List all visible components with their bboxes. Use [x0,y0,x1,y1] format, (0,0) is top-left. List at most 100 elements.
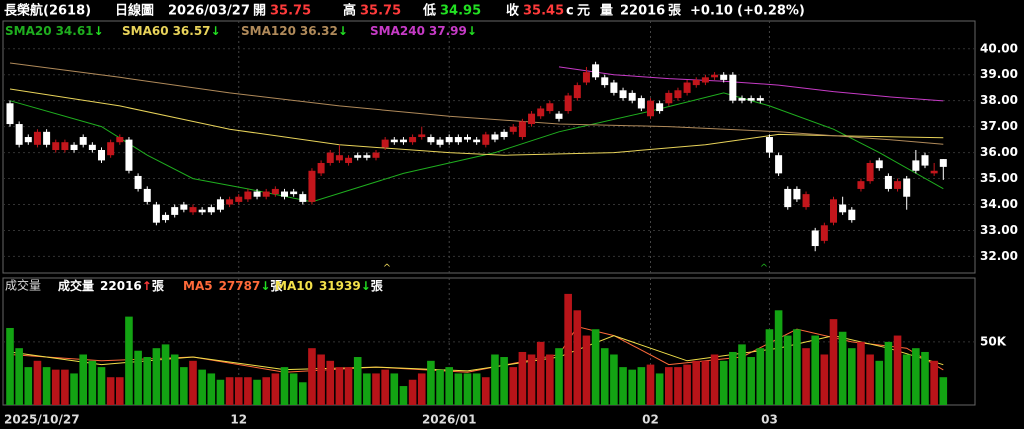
candle-body [98,150,105,161]
volume-bar [363,373,371,405]
volume-bar [125,316,133,405]
volume-bar [930,360,938,405]
volume-bar [582,335,591,405]
volume-legend: 成交量 22016↑張 [58,278,165,293]
volume-bar [600,348,609,405]
header-text: 35.75 [270,4,311,19]
volume-bar [289,373,298,405]
candle-body [939,159,947,167]
candle-body [226,199,234,205]
candle-body [262,191,270,197]
candle-body [381,139,389,148]
header-text: 日線圖 [115,3,154,19]
candle-body [765,137,773,153]
candle-body [171,207,179,215]
candle-body [235,196,243,202]
volume-bar [738,344,746,405]
candle-body [180,204,188,210]
candle-body [116,137,124,143]
volume-bar [143,357,152,405]
volume-bar [299,382,307,405]
volume-bar [857,341,865,405]
volume-bar [518,351,527,405]
candle-body [464,137,471,140]
candle-body [839,204,847,213]
y-tick-label: 37.00 [980,119,1018,133]
volume-bar [573,310,582,405]
volume-bar [454,373,463,405]
volume-bar [427,360,435,405]
header-text: 低 [422,3,436,19]
volume-bar [701,360,710,405]
volume-bar [619,367,627,405]
header-text: 張 [668,4,682,19]
candle-body [582,72,590,83]
candle-body [299,194,307,202]
volume-bar [198,369,206,405]
legend-trend: ↓ [94,24,104,38]
header-text: 高 [343,3,356,19]
volume-bar [683,364,691,405]
legend-name: MA10 [275,279,313,293]
volume-bar [79,354,87,405]
header-text: c [566,4,574,19]
candle-body [683,82,691,93]
volume-bar [24,367,33,405]
volume-bar [546,354,554,405]
legend-name: SMA60 [122,24,169,38]
candle-body [656,103,664,112]
candle-body [729,74,737,101]
candle-body [784,188,792,208]
volume-bar [161,344,170,405]
candle-body [555,113,563,119]
candle-body [528,113,536,125]
y-tick-label: 50K [980,334,1007,348]
legend-unit: 張 [270,279,283,293]
volume-bar [875,360,884,405]
volume-bar [353,357,362,405]
x-tick-label: 02 [642,413,659,427]
volume-bar [646,364,655,405]
candle-body [692,79,700,86]
candle-body [601,77,609,86]
volume-bar [500,357,508,405]
candle-body [198,209,206,213]
legend-unit: 張 [371,279,384,293]
candle-body [894,181,902,189]
candle-body [738,98,746,101]
volume-bar [884,341,893,405]
volume-bar [189,360,197,405]
candle-body [436,139,444,145]
candle-body [162,214,170,221]
volume-bar [390,373,399,405]
x-tick-label: 03 [761,413,778,427]
candle-body [207,207,215,213]
candle-body [399,139,407,143]
legend-entry: MA10 31939↓張 [275,279,384,293]
candle-body [747,98,755,101]
volume-bar [811,335,819,405]
legend-value: 37.99 [429,24,467,38]
volume-bar [417,373,426,405]
legend-trend: ↓ [211,24,221,38]
candle-body [820,225,828,241]
volume-bar [170,354,179,405]
volume-bar [51,369,60,405]
candle-body [363,155,371,158]
legend-entry: SMA20 34.61↓ [5,24,104,38]
volume-bar [463,373,472,405]
candle-body [253,191,261,197]
volume-bar [42,367,51,405]
volume-bar [445,367,453,405]
volume-bar [555,348,563,405]
legend-value: 27787 [219,279,261,293]
candle-body [308,170,316,202]
y-tick-label: 32.00 [980,249,1018,263]
y-tick-label: 33.00 [980,223,1018,237]
y-tick-label: 40.00 [980,41,1018,55]
candle-body [125,139,133,171]
candle-body [244,191,252,200]
candle-body [143,188,151,202]
volume-bar [793,329,801,405]
candle-body [637,98,645,109]
